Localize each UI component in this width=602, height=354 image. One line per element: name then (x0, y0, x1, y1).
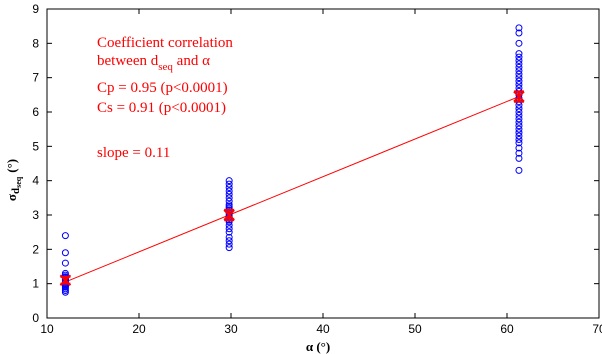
data-point (61, 232, 69, 240)
data-point (225, 221, 233, 229)
data-point (225, 177, 233, 185)
data-point (515, 39, 523, 47)
data-point (515, 108, 523, 116)
data-point (61, 259, 69, 267)
annotation-cs: Cs = 0.91 (p<0.0001) (97, 100, 226, 116)
x-tick-label: 70 (592, 322, 602, 336)
x-tick-label: 30 (224, 322, 238, 336)
annotation-slope: slope = 0.11 (97, 145, 170, 161)
annotation-line-1: Coefficient correlation (97, 35, 233, 51)
y-tick-label: 4 (32, 174, 39, 188)
y-tick-label: 3 (32, 208, 39, 222)
data-point (225, 197, 233, 205)
y-tick-label: 0 (32, 311, 39, 325)
data-point (515, 111, 523, 119)
data-point (515, 154, 523, 162)
data-point (225, 180, 233, 188)
data-point (515, 67, 523, 75)
y-tick-label: 1 (32, 277, 39, 291)
y-tick-label: 6 (32, 105, 39, 119)
data-point (515, 24, 523, 32)
data-point (515, 81, 523, 89)
data-point (515, 125, 523, 133)
annotation-line-2-post: and α (173, 53, 210, 69)
mean-marker (223, 209, 235, 221)
x-tick-label: 50 (408, 322, 422, 336)
data-point (515, 122, 523, 130)
correlation-annotation: Coefficient correlation between dseq and… (97, 35, 233, 161)
data-point (515, 149, 523, 157)
annotation-line-2-sub: seq (158, 61, 173, 73)
data-point (225, 244, 233, 252)
data-point (515, 77, 523, 85)
data-point (515, 115, 523, 123)
data-point (515, 166, 523, 174)
data-point (515, 135, 523, 143)
data-point (515, 118, 523, 126)
data-point (515, 105, 523, 113)
annotation-cp: Cp = 0.95 (p<0.0001) (97, 80, 228, 96)
data-point (225, 225, 233, 233)
y-tick-label: 8 (32, 36, 39, 50)
annotation-line-2-pre: between d (97, 53, 159, 69)
x-axis-ticks: 10 20 30 40 50 60 70 (40, 9, 602, 336)
data-point (225, 240, 233, 248)
fit-line (65, 96, 520, 283)
mean-marker (513, 90, 525, 103)
mean-marker (59, 274, 72, 286)
data-point (515, 139, 523, 147)
x-tick-label: 40 (316, 322, 330, 336)
x-axis-title: α (°) (306, 339, 330, 354)
fit-line-group (65, 96, 520, 283)
x-tick-label: 20 (132, 322, 146, 336)
data-point (225, 228, 233, 236)
data-point (225, 194, 233, 202)
y-axis-title-unit: (°) (4, 159, 19, 173)
y-tick-label: 7 (32, 71, 39, 85)
y-axis-ticks: 0 1 2 3 4 5 6 7 8 9 (32, 2, 599, 325)
data-point (225, 184, 233, 192)
y-tick-label: 2 (32, 242, 39, 256)
data-point (515, 50, 523, 58)
x-tick-label: 60 (500, 322, 514, 336)
y-axis-title-sub: d (10, 188, 22, 194)
y-axis-title-base: σ (4, 194, 19, 201)
x-tick-label: 10 (40, 322, 54, 336)
data-point (515, 74, 523, 82)
data-point (225, 201, 233, 209)
data-point (515, 53, 523, 61)
data-point (61, 249, 69, 257)
data-points (61, 24, 523, 296)
data-point (515, 29, 523, 37)
data-point (515, 57, 523, 64)
data-point (225, 187, 233, 195)
data-point (225, 190, 233, 198)
data-point (515, 144, 523, 152)
y-tick-label: 5 (32, 139, 39, 153)
data-point (515, 63, 523, 71)
data-point (515, 132, 523, 140)
y-axis-title-subsub: seq (14, 176, 23, 188)
data-point (225, 237, 233, 245)
y-axis-title: σdseq (°) (4, 159, 23, 201)
y-tick-label: 9 (32, 2, 39, 16)
annotation-line-2: between dseq and α (97, 53, 210, 73)
data-point (225, 233, 233, 241)
data-point (515, 70, 523, 78)
data-point (515, 129, 523, 137)
mean-markers (59, 90, 525, 286)
data-point (515, 60, 523, 68)
